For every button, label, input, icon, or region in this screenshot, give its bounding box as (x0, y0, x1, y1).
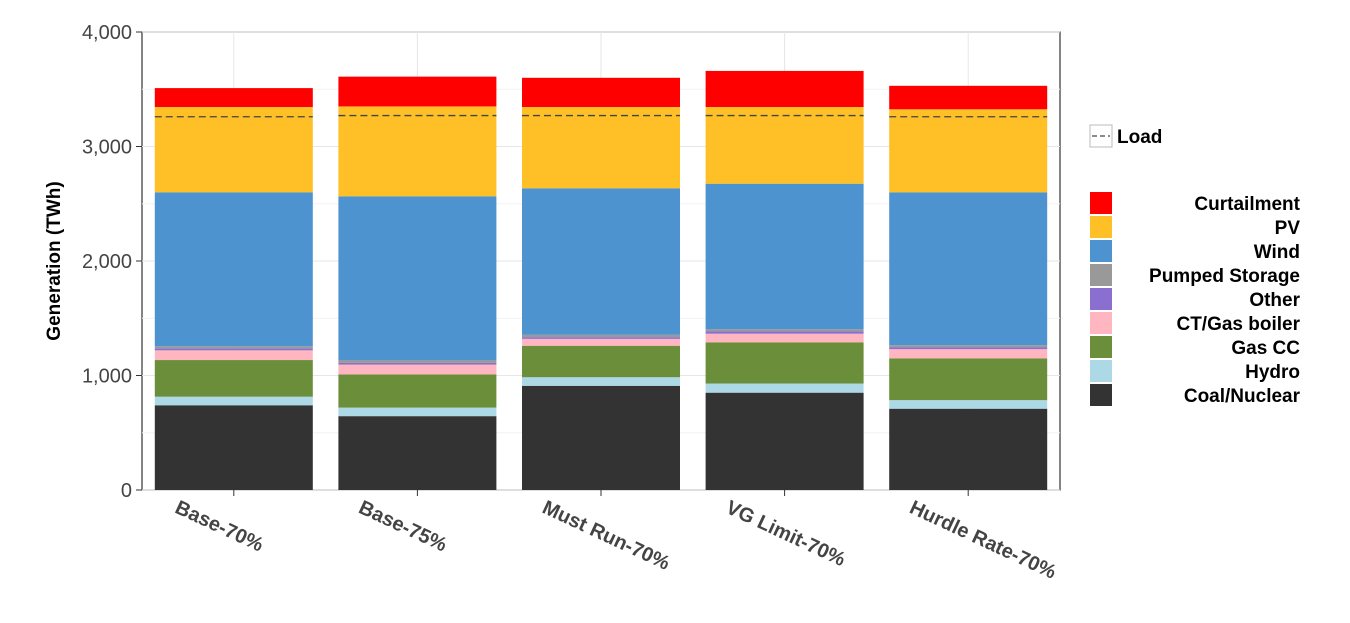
y-tick-label: 0 (121, 480, 132, 502)
bar-segment-wind (705, 183, 864, 330)
legend-label: Coal/Nuclear (1184, 386, 1301, 407)
bar-segment-pv (338, 106, 497, 197)
bar-segment-gas-cc (889, 358, 1048, 401)
bar-segment-pv (154, 106, 313, 193)
y-axis-title: Generation (TWh) (44, 181, 65, 340)
bar-segment-curtailment (522, 77, 680, 107)
x-tick-label: Base-75% (355, 497, 450, 557)
bar-segment-gas-cc (154, 360, 313, 397)
bar-segment-other (705, 331, 864, 334)
bar-segment-curtailment (338, 76, 497, 107)
x-axis: Base-70% Base-75% Must Run-70% VG Limit-70%… (172, 490, 1060, 584)
legend-label: Wind (1254, 242, 1300, 263)
bar-segment-other (522, 337, 680, 339)
bar-segment-ct-gas-boiler (522, 338, 680, 346)
legend-label: Pumped Storage (1149, 266, 1300, 287)
bar-segment-pv (705, 106, 864, 184)
x-tick-label: VG Limit-70% (722, 497, 848, 572)
bar-segment-pumped-storage (338, 360, 497, 363)
legend-label: CT/Gas boiler (1176, 314, 1300, 335)
legend-key-hydro (1090, 360, 1112, 382)
bar-segment-hydro (154, 396, 313, 406)
y-tick-label: 3,000 (82, 137, 132, 159)
bar-segment-wind (889, 192, 1048, 346)
bar-segment-ct-gas-boiler (705, 333, 864, 343)
bar-segment-wind (338, 196, 497, 361)
bar-segment-hydro (522, 377, 680, 386)
bar-segment-gas-cc (338, 374, 497, 408)
legend-key-curtailment (1090, 192, 1112, 214)
y-tick-label: 2,000 (82, 251, 132, 273)
legend-load: Load (1089, 124, 1162, 148)
legend-key-coal-nuclear (1090, 384, 1112, 406)
bar-segment-ct-gas-boiler (338, 364, 497, 375)
legend-label: PV (1275, 218, 1301, 239)
x-tick-label: Base-70% (172, 497, 267, 557)
bars-group (154, 70, 1048, 490)
legend-label: Curtailment (1194, 194, 1300, 215)
bar-segment-gas-cc (522, 345, 680, 378)
bar-segment-other (889, 347, 1048, 350)
legend-key-gas-cc (1090, 336, 1112, 358)
load-lines-group (154, 114, 1048, 118)
bar-segment-other (154, 348, 313, 351)
bar-segment-curtailment (154, 88, 313, 107)
bar-segment-pumped-storage (154, 346, 313, 349)
legend: Curtailment PV Wind Pumped Storage Other CT/G… (1090, 192, 1301, 407)
x-tick-label: Hurdle Rate-70% (906, 497, 1060, 584)
bar-segment-ct-gas-boiler (889, 349, 1048, 359)
bar-segment-pumped-storage (889, 345, 1048, 348)
legend-key-ct-gas-boiler (1090, 312, 1112, 334)
bar-segment-pv (522, 106, 680, 189)
bar-segment-wind (522, 188, 680, 335)
legend-load-label: Load (1117, 127, 1162, 148)
legend-label: Other (1249, 290, 1300, 311)
bar-segment-hydro (889, 400, 1048, 409)
bar-segment-coal-nuclear (154, 405, 313, 490)
y-axis: 0 1,000 2,000 3,000 4,000 (82, 22, 142, 502)
bar-segment-hydro (338, 407, 497, 417)
legend-label: Gas CC (1231, 338, 1300, 359)
legend-key-pv (1090, 216, 1112, 238)
bar-segment-gas-cc (705, 342, 864, 384)
bar-segment-pumped-storage (705, 329, 864, 332)
bar-segment-ct-gas-boiler (154, 350, 313, 361)
bar-segment-hydro (705, 383, 864, 393)
bar-segment-curtailment (889, 85, 1048, 110)
legend-key-pumped-storage (1090, 264, 1112, 286)
bar-segment-pv (889, 109, 1048, 193)
legend-label: Hydro (1245, 362, 1300, 383)
bar-segment-other (338, 362, 497, 365)
bar-segment-pumped-storage (522, 334, 680, 338)
y-tick-label: 4,000 (82, 22, 132, 44)
legend-key-wind (1090, 240, 1112, 262)
bar-segment-coal-nuclear (522, 385, 680, 490)
legend-key-other (1090, 288, 1112, 310)
bar-segment-curtailment (705, 70, 864, 107)
y-tick-label: 1,000 (82, 366, 132, 388)
bar-segment-coal-nuclear (889, 408, 1048, 490)
bar-segment-wind (154, 192, 313, 347)
bar-segment-coal-nuclear (705, 392, 864, 490)
bar-segment-coal-nuclear (338, 416, 497, 490)
x-tick-label: Must Run-70% (539, 497, 673, 575)
